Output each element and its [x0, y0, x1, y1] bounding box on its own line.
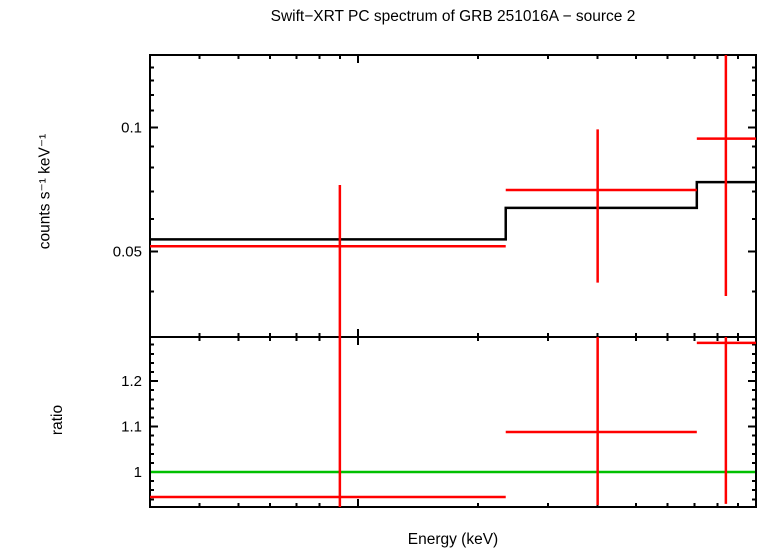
y-tick-label: 0.05	[113, 243, 142, 260]
model-stepline	[150, 180, 756, 241]
y-tick-label: 1.2	[121, 373, 142, 390]
x-axis-label: Energy (keV)	[407, 531, 499, 548]
y-tick-label: 1	[134, 464, 142, 481]
y-tick-label: 1.1	[121, 419, 142, 436]
plot-title: Swift−XRT PC spectrum of GRB 251016A − s…	[270, 8, 636, 25]
plot-frame	[149, 54, 757, 508]
y-tick-label: 0.1	[121, 120, 142, 137]
